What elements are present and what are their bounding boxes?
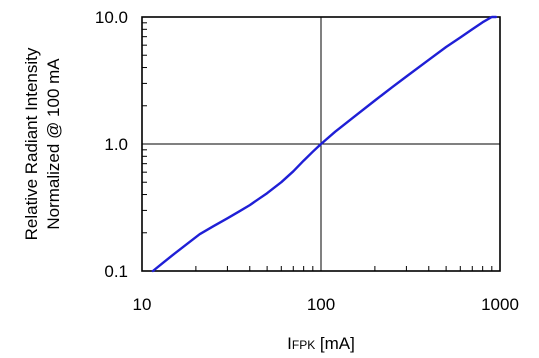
y-tick-label: 0.1 — [104, 262, 128, 281]
y-tick-label: 10.0 — [95, 8, 128, 27]
y-axis-label-line-1: Relative Radiant Intensity — [22, 47, 41, 240]
x-axis-label-subscript: FPK — [292, 338, 315, 352]
x-tick-label: 10 — [133, 295, 152, 314]
y-axis-label-line-2: Normalized @ 100 mA — [44, 58, 63, 230]
ticks — [141, 16, 501, 272]
x-axis-label: IFPK [mA] — [287, 334, 355, 353]
x-tick-labels: 10 100 1000 — [133, 295, 519, 314]
x-axis-label-suffix: [mA] — [315, 334, 355, 353]
x-axis-label-prefix: I — [287, 334, 292, 353]
y-tick-labels: 0.1 1.0 10.0 — [95, 8, 128, 281]
y-tick-label: 1.0 — [104, 135, 128, 154]
series-line — [151, 15, 498, 273]
x-tick-label: 100 — [307, 295, 335, 314]
x-tick-label: 1000 — [481, 295, 519, 314]
